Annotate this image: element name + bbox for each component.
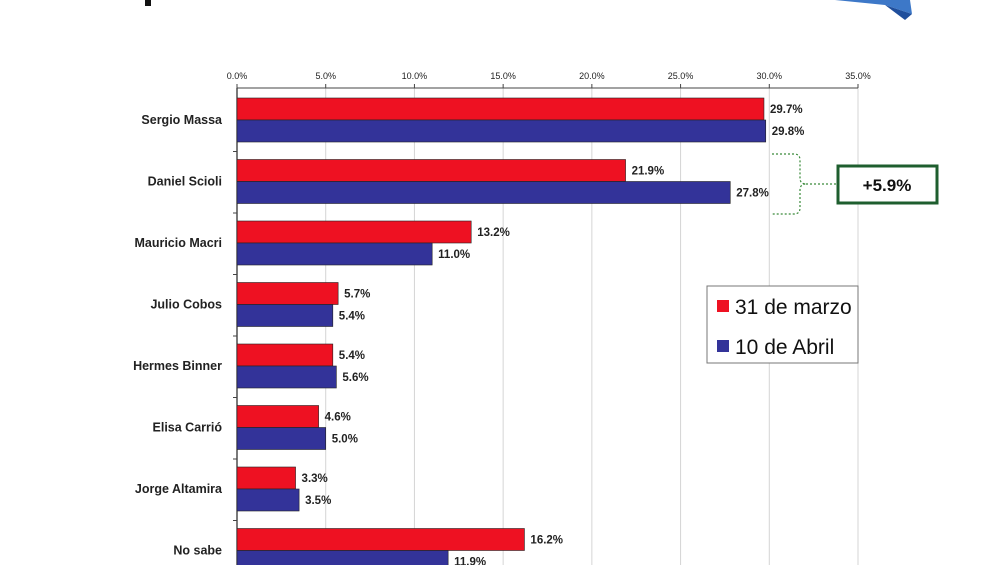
data-label: 16.2%: [530, 535, 563, 547]
bar: [236, 550, 449, 565]
category-label: Mauricio Macri: [134, 236, 222, 250]
bar: [236, 159, 626, 182]
bar: [236, 405, 319, 428]
data-label: 5.6%: [342, 372, 368, 384]
x-tick-label: 20.0%: [579, 71, 605, 81]
category-label: Julio Cobos: [150, 298, 222, 312]
x-tick-label: 10.0%: [402, 71, 428, 81]
data-label: 27.8%: [736, 188, 769, 200]
data-label: 3.3%: [302, 473, 328, 485]
header-mark: [145, 0, 151, 6]
data-label: 5.4%: [339, 350, 365, 362]
data-label: 21.9%: [632, 166, 665, 178]
data-label: 29.7%: [770, 104, 803, 116]
data-labels: 29.7% 29.8% 21.9% 27.8% 13.2% 11.0% 5.7% 5.4% 5.…: [302, 104, 805, 565]
logo-icon: [835, 0, 912, 20]
bar: [236, 343, 334, 367]
legend-item-10-de-abril: 10 de Abril: [717, 336, 834, 359]
legend: 31 de marzo 10 de Abril: [706, 285, 859, 364]
legend-swatch-blue: [717, 340, 729, 352]
callout-box: [836, 164, 939, 205]
data-label: 13.2%: [477, 227, 510, 239]
x-tick-label: 35.0%: [845, 71, 871, 81]
callout-text: +5.9%: [863, 176, 912, 195]
x-tick-label: 0.0%: [227, 71, 248, 81]
x-tick-label: 30.0%: [757, 71, 783, 81]
data-label: 4.6%: [325, 412, 351, 424]
data-label: 5.0%: [332, 434, 358, 446]
legend-label: 31 de marzo: [735, 296, 852, 319]
bar: [236, 528, 525, 551]
bar: [236, 488, 300, 512]
bar: [236, 242, 433, 266]
category-label: Hermes Binner: [133, 359, 222, 373]
x-tick-label: 25.0%: [668, 71, 694, 81]
bars: [236, 97, 767, 565]
x-tick-label: 15.0%: [490, 71, 516, 81]
difference-callout: +5.9%: [772, 153, 939, 215]
callout-bracket: [772, 153, 807, 215]
x-axis-ticks: 0.0% 5.0% 10.0% 15.0% 20.0% 25.0% 30.0% 35.0%: [227, 71, 871, 88]
category-labels: Sergio Massa Daniel Scioli Mauricio Macri J…: [133, 113, 223, 558]
bar: [236, 365, 337, 389]
bar: [236, 119, 767, 143]
bar: [236, 220, 472, 244]
bar: [236, 181, 731, 204]
bar: [236, 427, 327, 450]
legend-box: [706, 285, 859, 364]
data-label: 3.5%: [305, 495, 331, 507]
data-label: 11.9%: [454, 557, 486, 565]
category-label: Sergio Massa: [141, 113, 223, 127]
data-label: 5.4%: [339, 311, 365, 323]
legend-label: 10 de Abril: [735, 336, 834, 359]
legend-swatch-red: [717, 300, 729, 312]
data-label: 29.8%: [772, 126, 805, 138]
category-label: Jorge Altamira: [135, 482, 223, 496]
data-label: 5.7%: [344, 289, 370, 301]
x-tick-label: 5.0%: [315, 71, 336, 81]
data-label: 11.0%: [438, 249, 470, 261]
bar: [236, 304, 334, 327]
bar: [236, 97, 765, 121]
category-label: Daniel Scioli: [148, 175, 222, 189]
bar: [236, 466, 296, 490]
category-label: No sabe: [173, 544, 222, 558]
bar: [236, 282, 339, 305]
category-label: Elisa Carrió: [153, 421, 223, 435]
legend-item-31-de-marzo: 31 de marzo: [717, 296, 852, 319]
